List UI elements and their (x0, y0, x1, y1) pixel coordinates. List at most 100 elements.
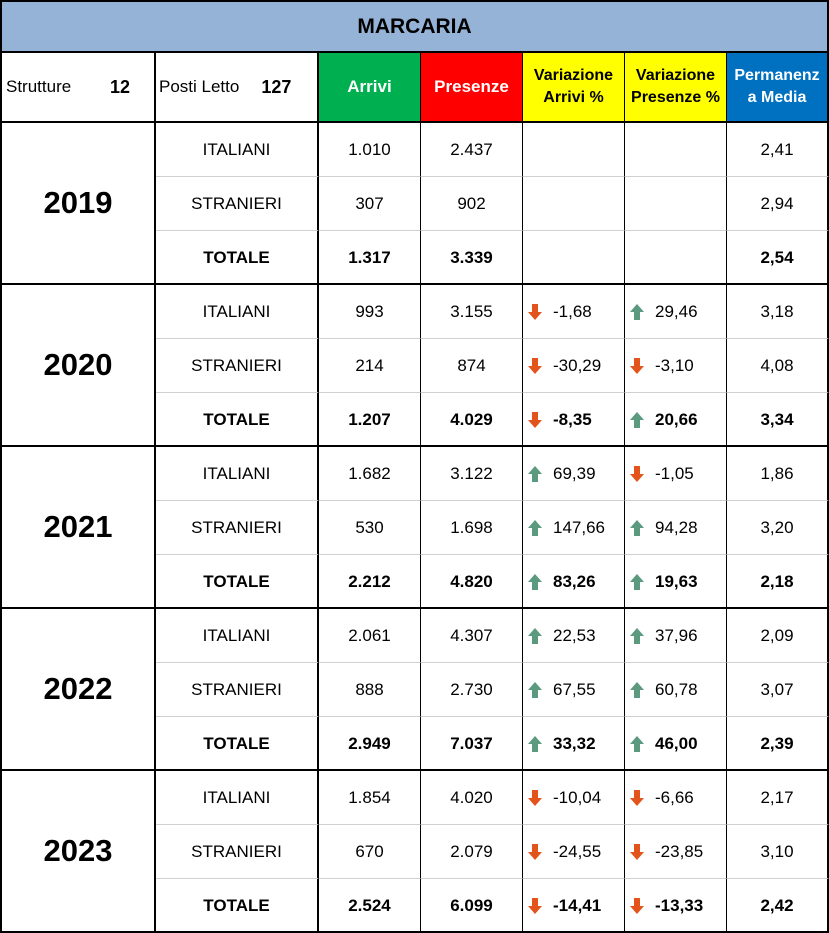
arrivi-value-cell: 1.010 (319, 123, 421, 177)
arrivi-value-cell: 1.317 (319, 231, 421, 285)
permanenza-value-cell: 3,07 (727, 663, 829, 717)
variazione-arrivi-value: -1,68 (553, 301, 592, 321)
variazione-presenze-value: 29,46 (655, 301, 698, 321)
variazione-presenze-value-cell: 19,63 (625, 555, 727, 609)
arrow-up-icon (527, 519, 543, 537)
arrivi-value-cell: 1.682 (319, 447, 421, 501)
permanenza-value-cell: 3,10 (727, 825, 829, 879)
row-label-cell: ITALIANI (156, 123, 319, 177)
variazione-presenze-value-cell: -3,10 (625, 339, 727, 393)
variazione-presenze-value-cell: -23,85 (625, 825, 727, 879)
permanenza-value-cell: 3,20 (727, 501, 829, 555)
year-label: 2020 (0, 285, 156, 445)
variazione-arrivi-value: 147,66 (553, 517, 605, 537)
variazione-presenze-value-cell: -1,05 (625, 447, 727, 501)
header-permanenza-media: Permanenz a Media (727, 53, 829, 123)
variazione-presenze-value-cell (625, 231, 727, 285)
arrivi-value-cell: 214 (319, 339, 421, 393)
arrow-up-icon (629, 681, 645, 699)
arrow-down-icon (629, 465, 645, 483)
arrivi-value-cell: 530 (319, 501, 421, 555)
variazione-presenze-value-cell: 37,96 (625, 609, 727, 663)
posti-letto-value: 127 (261, 76, 292, 97)
variazione-presenze-value: -1,05 (655, 463, 694, 483)
variazione-presenze-value: -13,33 (655, 896, 704, 915)
presenze-value-cell: 3.339 (421, 231, 523, 285)
variazione-arrivi-value-cell (523, 231, 625, 285)
permanenza-value-cell: 2,42 (727, 879, 829, 933)
strutture-label: Strutture (6, 77, 72, 96)
variazione-presenze-value-cell (625, 177, 727, 231)
variazione-arrivi-value-cell: 147,66 (523, 501, 625, 555)
presenze-value-cell: 3.155 (421, 285, 523, 339)
arrivi-value-cell: 670 (319, 825, 421, 879)
posti-letto-label: Posti Letto (159, 77, 240, 96)
presenze-value-cell: 4.029 (421, 393, 523, 447)
presenze-value-cell: 2.437 (421, 123, 523, 177)
arrivi-value-cell: 2.949 (319, 717, 421, 771)
variazione-arrivi-value-cell (523, 177, 625, 231)
permanenza-line1: Permanenz (734, 67, 820, 84)
variazione-arrivi-value: -14,41 (553, 896, 602, 915)
permanenza-value-cell: 2,54 (727, 231, 829, 285)
arrow-up-icon (527, 465, 543, 483)
variazione-presenze-value: 94,28 (655, 517, 698, 537)
permanenza-value-cell: 3,18 (727, 285, 829, 339)
variazione-arrivi-value-cell: -30,29 (523, 339, 625, 393)
row-label-cell: STRANIERI (156, 663, 319, 717)
variazione-arrivi-value-cell: -8,35 (523, 393, 625, 447)
presenze-value-cell: 1.698 (421, 501, 523, 555)
strutture-value: 12 (109, 76, 130, 97)
variazione-arrivi-line2: Arrivi % (543, 89, 604, 106)
variazione-arrivi-value: 83,26 (553, 572, 596, 591)
arrow-down-icon (629, 843, 645, 861)
arrow-down-icon (629, 789, 645, 807)
presenze-value-cell: 902 (421, 177, 523, 231)
table-row: ITALIANI 1.010 2.437 2,41 (156, 123, 829, 177)
variazione-presenze-value-cell: -6,66 (625, 771, 727, 825)
arrow-up-icon (629, 573, 645, 591)
year-label: 2021 (0, 447, 156, 607)
variazione-presenze-line1: Variazione (635, 67, 716, 84)
variazione-presenze-value-cell: 94,28 (625, 501, 727, 555)
row-label-cell: TOTALE (156, 555, 319, 609)
permanenza-value-cell: 2,17 (727, 771, 829, 825)
table-row: TOTALE 1.317 3.339 2,54 (156, 231, 829, 285)
table-row: STRANIERI 214 874 -30,29 -3,10 4,08 (156, 339, 829, 393)
arrow-down-icon (527, 303, 543, 321)
arrow-up-icon (629, 735, 645, 753)
variazione-arrivi-value: -10,04 (553, 787, 602, 807)
row-label-cell: STRANIERI (156, 339, 319, 393)
year-label: 2019 (0, 123, 156, 283)
row-label-cell: TOTALE (156, 231, 319, 285)
variazione-arrivi-value-cell: -14,41 (523, 879, 625, 933)
variazione-presenze-value: 60,78 (655, 679, 698, 699)
row-label-cell: TOTALE (156, 393, 319, 447)
variazione-arrivi-value: -24,55 (553, 841, 602, 861)
header-arrivi: Arrivi (319, 53, 421, 123)
arrow-up-icon (629, 519, 645, 537)
header-variazione-presenze: Variazione Presenze % (625, 53, 727, 123)
permanenza-value-cell: 1,86 (727, 447, 829, 501)
arrow-up-icon (527, 735, 543, 753)
permanenza-line2: a Media (747, 89, 807, 106)
variazione-presenze-line2: Presenze % (631, 89, 720, 106)
year-block-2023: 2023 ITALIANI 1.854 4.020 -10,04 -6,66 2,17 STR… (0, 771, 829, 933)
row-label-cell: ITALIANI (156, 771, 319, 825)
arrow-down-icon (629, 897, 645, 915)
table-row: TOTALE 2.524 6.099 -14,41 -13,33 2,42 (156, 879, 829, 933)
arrivi-value-cell: 1.854 (319, 771, 421, 825)
year-label: 2022 (0, 609, 156, 769)
permanenza-value-cell: 3,34 (727, 393, 829, 447)
permanenza-value-cell: 2,39 (727, 717, 829, 771)
arrow-up-icon (629, 411, 645, 429)
row-label-cell: ITALIANI (156, 285, 319, 339)
year-block-2020: 2020 ITALIANI 993 3.155 -1,68 29,46 3,18 STRANI… (0, 285, 829, 447)
row-label-cell: ITALIANI (156, 609, 319, 663)
presenze-value-cell: 3.122 (421, 447, 523, 501)
arrow-down-icon (527, 789, 543, 807)
arrow-up-icon (629, 303, 645, 321)
arrivi-value-cell: 2.524 (319, 879, 421, 933)
table-row: STRANIERI 307 902 2,94 (156, 177, 829, 231)
